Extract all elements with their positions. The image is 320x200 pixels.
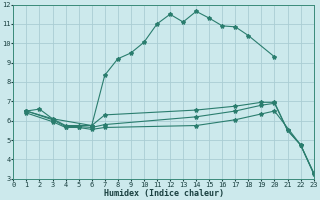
X-axis label: Humidex (Indice chaleur): Humidex (Indice chaleur) — [103, 189, 223, 198]
